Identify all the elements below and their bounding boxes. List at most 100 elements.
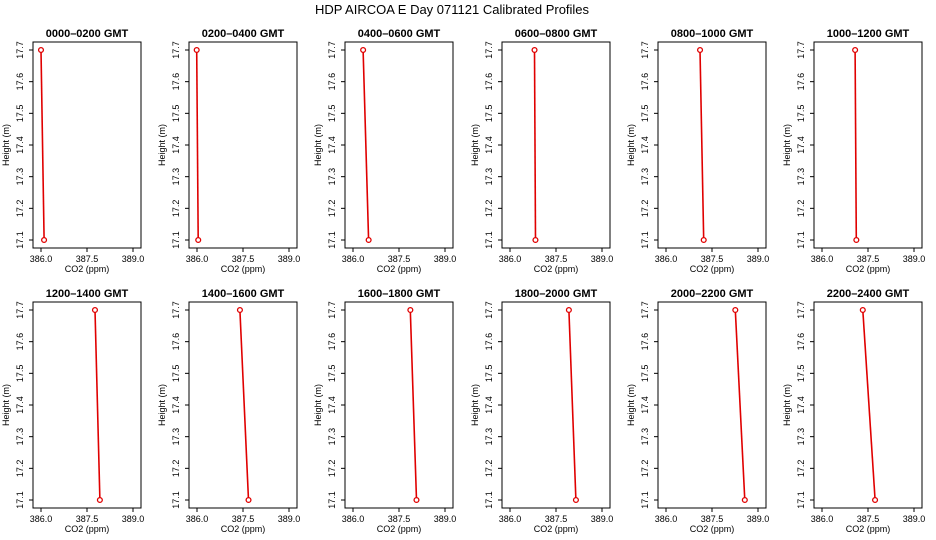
plot-frame — [344, 41, 454, 249]
y-tick-label: 17.1 — [15, 491, 25, 509]
y-tick-label: 17.5 — [796, 105, 806, 123]
panel: 0800–1000 GMT 386.0 387.5 389.0 17.1 17.2 17.3… — [626, 28, 769, 274]
y-tick-label: 17.2 — [171, 200, 181, 218]
y-tick-label: 17.7 — [15, 301, 25, 319]
x-tick-label: 389.0 — [278, 254, 301, 264]
y-tick-label: 17.5 — [640, 105, 650, 123]
data-point — [91, 306, 99, 314]
y-tick-label: 17.3 — [640, 168, 650, 186]
x-tick-label: 389.0 — [122, 514, 145, 524]
y-tick-label: 17.2 — [484, 200, 494, 218]
y-tick-label: 17.6 — [484, 333, 494, 351]
y-tick-label: 17.6 — [796, 333, 806, 351]
y-tick-label: 17.7 — [796, 41, 806, 59]
y-axis-label: Height (m) — [157, 384, 167, 426]
data-point — [236, 306, 243, 314]
y-tick-label: 17.2 — [327, 460, 337, 478]
y-tick-label: 17.6 — [796, 73, 806, 91]
x-tick-label: 386.0 — [30, 514, 53, 524]
data-point — [37, 46, 45, 54]
y-tick-label: 17.1 — [171, 231, 181, 249]
y-axis-label: Height (m) — [1, 384, 11, 426]
data-point — [365, 236, 372, 244]
y-tick-label: 17.1 — [171, 491, 181, 509]
x-tick-label: 389.0 — [747, 514, 770, 524]
y-tick-label: 17.6 — [640, 73, 650, 91]
x-tick-label: 389.0 — [903, 514, 926, 524]
profile-line — [239, 309, 250, 501]
panel: 1800–2000 GMT 386.0 387.5 389.0 17.1 17.2 17.3… — [470, 288, 613, 534]
panel-title: 0800–1000 GMT — [671, 28, 754, 40]
profile-line — [362, 49, 370, 241]
x-axis-label: CO2 (ppm) — [377, 524, 422, 534]
plot-frame — [188, 41, 298, 249]
y-axis-label: Height (m) — [470, 384, 480, 426]
x-tick-label: 389.0 — [591, 514, 614, 524]
data-point — [413, 496, 420, 504]
data-point — [572, 496, 579, 504]
panel-title: 0600–0800 GMT — [515, 28, 598, 40]
y-tick-label: 17.7 — [171, 41, 181, 59]
x-axis-label: CO2 (ppm) — [221, 264, 266, 274]
profile-line — [40, 49, 45, 241]
y-tick-label: 17.4 — [484, 396, 494, 414]
panel-title: 2200–2400 GMT — [827, 288, 910, 300]
y-tick-label: 17.7 — [640, 301, 650, 319]
x-tick-label: 386.0 — [811, 254, 834, 264]
panel: 2000–2200 GMT 386.0 387.5 389.0 17.1 17.2 17.3… — [626, 288, 769, 534]
x-tick-label: 386.0 — [30, 254, 53, 264]
y-tick-label: 17.3 — [640, 428, 650, 446]
panel: 1000–1200 GMT 386.0 387.5 389.0 17.1 17.2 17.3… — [782, 28, 925, 274]
y-tick-label: 17.1 — [640, 231, 650, 249]
y-axis-label: Height (m) — [782, 384, 792, 426]
y-tick-label: 17.2 — [640, 460, 650, 478]
x-axis-label: CO2 (ppm) — [846, 264, 891, 274]
y-tick-label: 17.4 — [327, 136, 337, 154]
y-tick-label: 17.6 — [327, 333, 337, 351]
y-tick-label: 17.6 — [327, 73, 337, 91]
profile-line — [94, 309, 101, 501]
y-tick-label: 17.7 — [327, 301, 337, 319]
profile-line — [854, 49, 858, 241]
profile-line — [862, 309, 876, 501]
panel-title: 2000–2200 GMT — [671, 288, 754, 300]
data-point — [532, 236, 539, 244]
panel-title: 0400–0600 GMT — [358, 28, 441, 40]
y-tick-label: 17.1 — [484, 491, 494, 509]
y-tick-label: 17.1 — [640, 491, 650, 509]
y-tick-label: 17.3 — [327, 428, 337, 446]
x-tick-label: 389.0 — [434, 514, 457, 524]
panel: 1400–1600 GMT 386.0 387.5 389.0 17.1 17.2 17.3… — [157, 288, 300, 534]
x-axis-label: CO2 (ppm) — [690, 524, 735, 534]
x-axis-label: CO2 (ppm) — [377, 264, 422, 274]
y-tick-label: 17.1 — [327, 231, 337, 249]
x-tick-label: 387.5 — [857, 254, 880, 264]
y-tick-label: 17.2 — [796, 460, 806, 478]
panel: 0600–0800 GMT 386.0 387.5 389.0 17.1 17.2 17.3… — [470, 28, 613, 274]
figure-title: HDP AIRCOA E Day 071121 Calibrated Profi… — [315, 2, 590, 17]
x-tick-label: 387.5 — [388, 254, 411, 264]
y-axis-label: Height (m) — [1, 124, 11, 166]
data-point — [696, 46, 704, 54]
y-tick-label: 17.5 — [796, 365, 806, 383]
plot-frame — [32, 301, 142, 509]
y-tick-label: 17.4 — [327, 396, 337, 414]
panel: 0000–0200 GMT 386.0 387.5 389.0 17.1 17.2 17.3… — [1, 28, 144, 274]
x-axis-label: CO2 (ppm) — [534, 264, 579, 274]
x-tick-label: 387.5 — [232, 514, 255, 524]
y-tick-label: 17.3 — [171, 168, 181, 186]
y-tick-label: 17.2 — [640, 200, 650, 218]
plot-frame — [657, 301, 767, 509]
x-tick-label: 386.0 — [186, 514, 209, 524]
x-axis-label: CO2 (ppm) — [65, 524, 110, 534]
y-tick-label: 17.5 — [640, 365, 650, 383]
data-point — [741, 496, 748, 504]
plot-frame — [813, 41, 923, 249]
panel: 2200–2400 GMT 386.0 387.5 389.0 17.1 17.2 17.3… — [782, 288, 925, 534]
x-tick-label: 387.5 — [701, 514, 724, 524]
y-tick-label: 17.1 — [15, 231, 25, 249]
y-tick-label: 17.2 — [15, 200, 25, 218]
x-tick-label: 387.5 — [388, 514, 411, 524]
data-point — [360, 46, 367, 54]
